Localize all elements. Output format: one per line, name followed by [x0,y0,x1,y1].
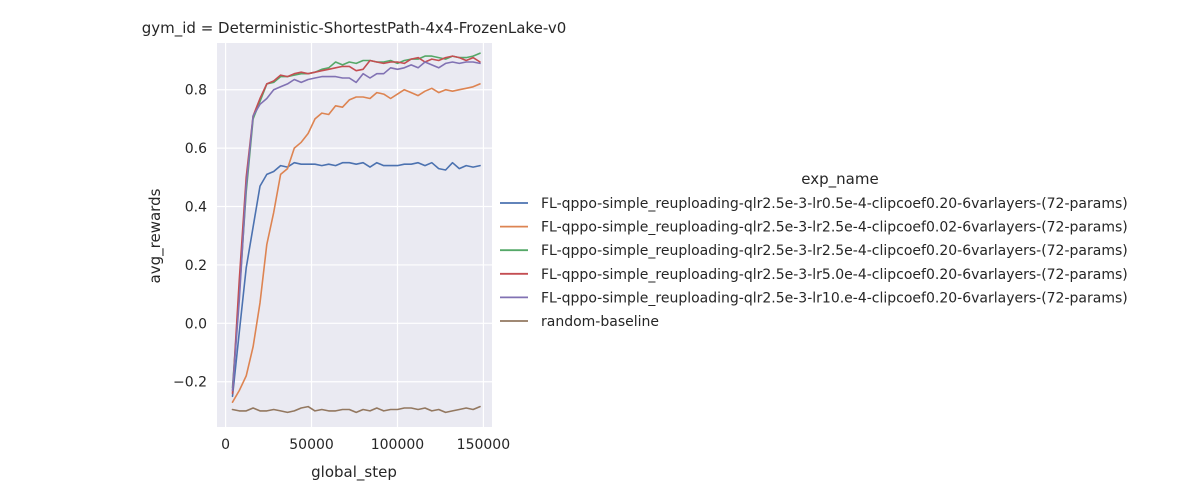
x-axis-label: global_step [311,463,397,482]
legend-item: FL-qppo-simple_reuploading-qlr2.5e-3-lr1… [500,290,1128,306]
x-tick-label: 0 [221,437,230,453]
series-line-1 [231,161,481,398]
legend-item: FL-qppo-simple_reuploading-qlr2.5e-3-lr5… [500,267,1128,283]
series-line-6 [231,405,481,414]
y-tick-label: 0.0 [185,316,207,332]
x-tick-label: 150000 [457,437,510,453]
series-lines [231,52,481,414]
y-tick-label: 0.8 [185,83,207,99]
legend-label: FL-qppo-simple_reuploading-qlr2.5e-3-lr5… [541,267,1128,283]
series-line-3 [231,52,481,389]
legend-item: FL-qppo-simple_reuploading-qlr2.5e-3-lr2… [500,243,1128,259]
plot-area [217,43,492,427]
legend-label: FL-qppo-simple_reuploading-qlr2.5e-3-lr2… [541,243,1128,259]
y-tick-label: 0.2 [185,258,207,274]
legend-label: FL-qppo-simple_reuploading-qlr2.5e-3-lr0… [541,196,1128,212]
y-tick-label: −0.2 [173,375,207,391]
legend: exp_name FL-qppo-simple_reuploading-qlr2… [500,170,1128,330]
x-axis: 0 50000 100000 150000 [221,437,510,453]
y-axis: −0.2 0.0 0.2 0.4 0.6 0.8 [173,83,207,391]
chart-title: gym_id = Deterministic-ShortestPath-4x4-… [142,19,567,38]
legend-item: FL-qppo-simple_reuploading-qlr2.5e-3-lr0… [500,196,1128,212]
series-line-2 [231,83,481,404]
legend-label: FL-qppo-simple_reuploading-qlr2.5e-3-lr1… [541,290,1128,306]
x-tick-label: 50000 [289,437,334,453]
y-tick-label: 0.6 [185,141,207,157]
legend-item: random-baseline [500,314,659,330]
legend-title: exp_name [801,170,878,189]
y-axis-label: avg_rewards [146,188,165,283]
y-tick-label: 0.4 [185,200,207,216]
legend-label: random-baseline [541,314,659,330]
x-tick-label: 100000 [371,437,424,453]
legend-label: FL-qppo-simple_reuploading-qlr2.5e-3-lr2… [541,220,1128,236]
legend-item: FL-qppo-simple_reuploading-qlr2.5e-3-lr2… [500,220,1128,236]
series-line-5 [231,61,481,392]
series-line-4 [231,55,481,395]
